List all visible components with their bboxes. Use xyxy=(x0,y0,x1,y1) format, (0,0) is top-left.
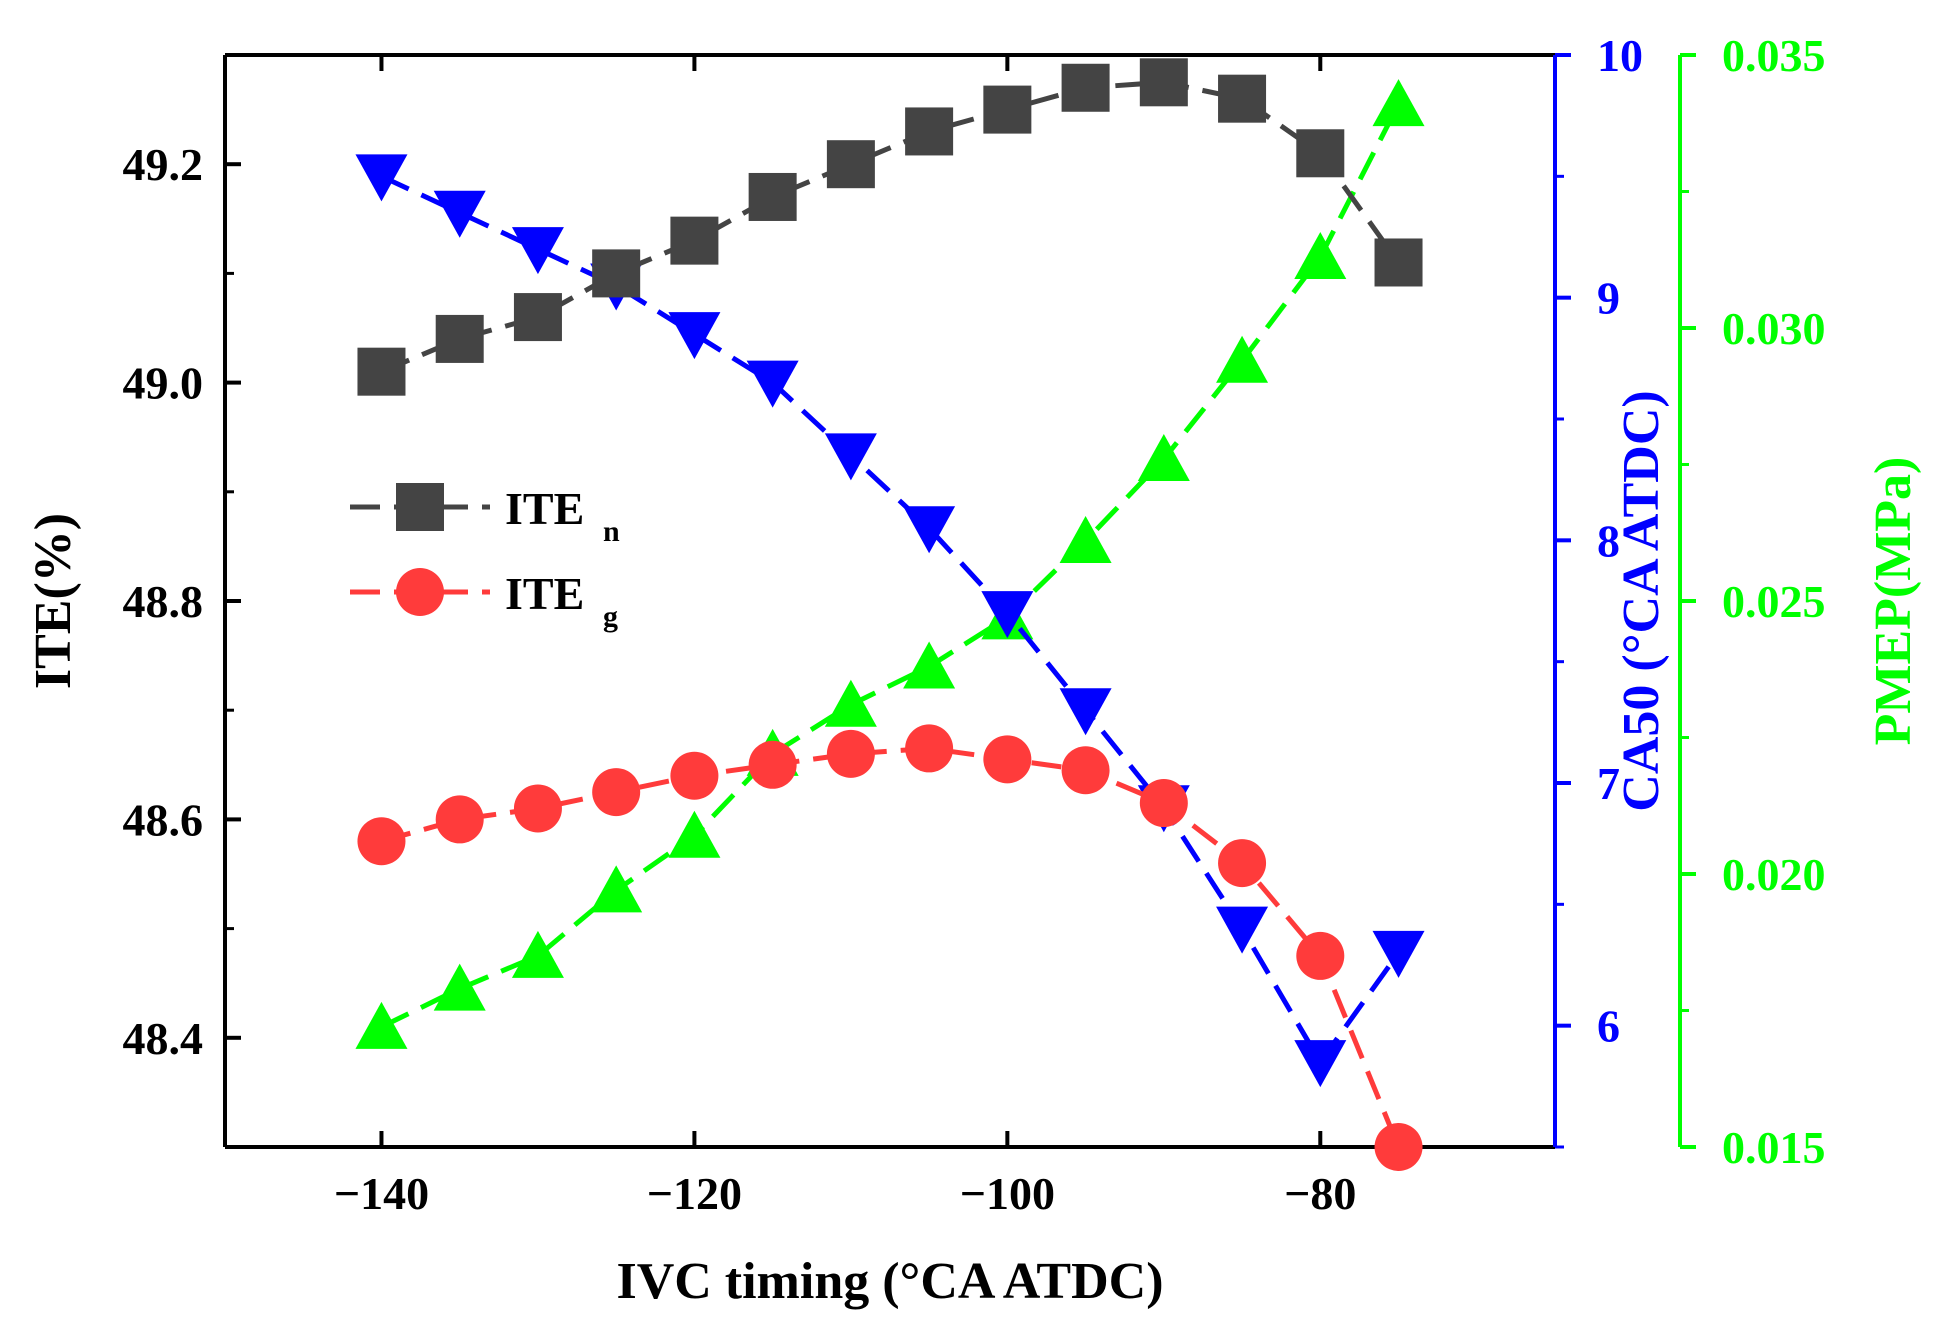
ite-tick-label: 49.0 xyxy=(123,358,204,409)
axes-layer: −140 −120 −100 −80 IVC timing (°CA ATDC) 48.4… xyxy=(25,30,1922,1310)
series-pmep-triangle-up xyxy=(355,79,1425,1049)
series-ite-circle xyxy=(357,724,1423,1171)
data-point xyxy=(1216,906,1269,954)
data-point xyxy=(435,314,484,363)
data-point xyxy=(983,735,1032,784)
legend: ITE n ITE g xyxy=(350,483,620,633)
data-point xyxy=(1296,129,1345,178)
x-tick-label: −140 xyxy=(334,1168,429,1219)
data-point xyxy=(668,312,721,360)
data-point xyxy=(1374,238,1423,287)
data-point xyxy=(1372,930,1425,978)
data-point xyxy=(826,729,875,778)
data-point xyxy=(748,172,797,221)
legend-label: ITE xyxy=(505,483,584,534)
series-line xyxy=(380,174,1401,1067)
data-point xyxy=(748,740,797,789)
data-point xyxy=(1374,1123,1423,1171)
data-point xyxy=(357,347,406,396)
data-point xyxy=(983,85,1032,134)
data-point xyxy=(1218,74,1267,123)
pmep-tick-label: 0.015 xyxy=(1722,1122,1826,1173)
data-point xyxy=(905,107,954,156)
data-point xyxy=(590,865,643,913)
data-point xyxy=(905,724,954,773)
pmep-tick-label: 0.025 xyxy=(1722,576,1826,627)
legend-label-subscript: g xyxy=(603,600,618,633)
x-axis-title: IVC timing (°CA ATDC) xyxy=(616,1253,1163,1310)
series-ca50-triangle-down xyxy=(355,154,1425,1088)
data-point xyxy=(513,293,562,342)
data-point xyxy=(1061,746,1110,795)
legend-entry: ITE g xyxy=(350,568,618,633)
data-point xyxy=(824,679,877,727)
data-point xyxy=(1139,779,1188,828)
ca50-tick-label: 10 xyxy=(1597,30,1643,81)
legend-swatch-marker xyxy=(396,483,444,531)
pmep-tick-label: 0.020 xyxy=(1722,849,1826,900)
data-point xyxy=(513,784,562,833)
data-point xyxy=(1137,434,1190,482)
legend-label: ITE xyxy=(505,568,584,619)
data-point xyxy=(668,810,721,858)
data-point xyxy=(746,360,799,408)
ite-tick-label: 48.4 xyxy=(123,1013,204,1064)
data-point xyxy=(1296,931,1345,980)
data-point xyxy=(1061,63,1110,112)
data-point xyxy=(1372,79,1425,127)
data-point xyxy=(357,817,406,866)
data-point xyxy=(1216,335,1269,383)
legend-entry: ITE n xyxy=(350,483,620,548)
data-point xyxy=(824,433,877,481)
x-tick-label: −120 xyxy=(647,1168,742,1219)
data-point xyxy=(433,190,486,238)
data-point xyxy=(435,795,484,844)
pmep-axis-title: PMEP(MPa) xyxy=(1865,457,1922,746)
data-point xyxy=(903,506,956,554)
ite-tick-label: 49.2 xyxy=(123,139,204,190)
data-point xyxy=(511,227,564,275)
data-point xyxy=(1294,232,1347,280)
ite-axis-title: ITE(%) xyxy=(25,513,82,689)
pmep-tick-label: 0.030 xyxy=(1722,303,1826,354)
ite-tick-label: 48.8 xyxy=(123,576,204,627)
data-point xyxy=(592,768,641,817)
data-point xyxy=(355,1001,408,1049)
data-point xyxy=(355,154,408,202)
ca50-tick-label: 7 xyxy=(1597,758,1620,809)
x-tick-label: −80 xyxy=(1284,1168,1356,1219)
data-point xyxy=(670,751,719,800)
data-point xyxy=(433,963,486,1011)
data-point xyxy=(981,591,1034,639)
ca50-tick-label: 9 xyxy=(1597,273,1620,324)
series-layer xyxy=(355,58,1425,1171)
ca50-axis-title: CA50 (°CA ATDC) xyxy=(1613,390,1670,811)
ca50-tick-label: 6 xyxy=(1597,1001,1620,1052)
x-tick-label: −100 xyxy=(960,1168,1055,1219)
data-point xyxy=(1218,839,1267,888)
data-point xyxy=(826,140,875,189)
legend-swatch-marker xyxy=(396,568,444,616)
ca50-tick-label: 8 xyxy=(1597,515,1620,566)
ite-tick-label: 48.6 xyxy=(123,794,204,845)
legend-label-subscript: n xyxy=(603,515,620,548)
data-point xyxy=(903,641,956,689)
series-ite-square xyxy=(357,58,1423,396)
data-point xyxy=(1139,58,1188,107)
data-point xyxy=(1294,1040,1347,1088)
data-point xyxy=(670,216,719,265)
data-point xyxy=(1059,515,1112,563)
pmep-tick-label: 0.035 xyxy=(1722,30,1826,81)
data-point xyxy=(1059,688,1112,736)
data-point xyxy=(511,930,564,978)
data-point xyxy=(592,249,641,298)
